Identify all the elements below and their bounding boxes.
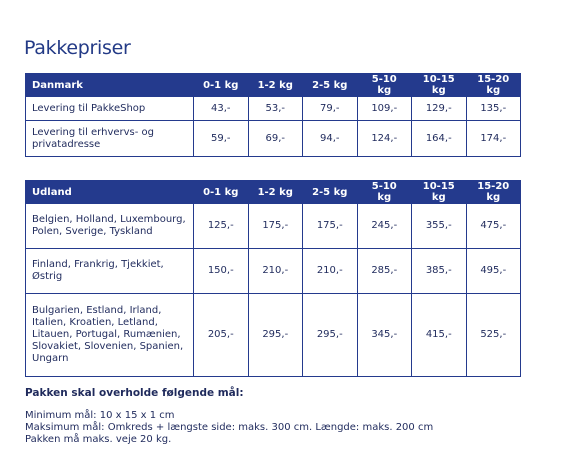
dimensions-line-maximum: Maksimum mål: Omkreds + længste side: ma… xyxy=(25,422,434,433)
price-cell: 295,- xyxy=(302,293,358,377)
price-cell: 175,- xyxy=(247,203,303,249)
price-cell: 285,- xyxy=(356,248,412,294)
header-weight-10-15: 10-15 kg xyxy=(411,180,467,204)
price-cell: 415,- xyxy=(411,293,467,377)
header-region: Udland xyxy=(25,180,194,204)
header-weight-15-20: 15-20 kg xyxy=(465,180,521,204)
price-cell: 125,- xyxy=(193,203,249,249)
price-cell: 175,- xyxy=(302,203,358,249)
dimensions-heading: Pakken skal overholde følgende mål: xyxy=(25,387,244,399)
price-cell: 295,- xyxy=(247,293,303,377)
price-cell: 135,- xyxy=(465,96,521,121)
price-cell: 385,- xyxy=(411,248,467,294)
price-cell: 124,- xyxy=(356,120,412,157)
header-weight-0-1: 0-1 kg xyxy=(193,180,249,204)
row-label: Levering til PakkeShop xyxy=(25,96,194,121)
row-label: Bulgarien, Estland, Irland, Italien, Kro… xyxy=(25,293,194,377)
header-region: Danmark xyxy=(25,73,194,97)
table-row: Bulgarien, Estland, Irland, Italien, Kro… xyxy=(25,293,521,377)
price-cell: 53,- xyxy=(247,96,303,121)
header-weight-0-1: 0-1 kg xyxy=(193,73,249,97)
table-row: Levering til PakkeShop 43,- 53,- 79,- 10… xyxy=(25,96,521,121)
table-row: Belgien, Holland, Luxembourg, Polen, Sve… xyxy=(25,203,521,249)
price-cell: 94,- xyxy=(302,120,358,157)
price-cell: 129,- xyxy=(411,96,467,121)
udland-price-table: Udland 0-1 kg 1-2 kg 2-5 kg 5-10 kg 10-1… xyxy=(25,180,521,377)
table-header-row: Udland 0-1 kg 1-2 kg 2-5 kg 5-10 kg 10-1… xyxy=(25,180,521,204)
dimensions-line-weight: Pakken må maks. veje 20 kg. xyxy=(25,434,172,445)
price-cell: 59,- xyxy=(193,120,249,157)
price-cell: 210,- xyxy=(302,248,358,294)
price-cell: 475,- xyxy=(465,203,521,249)
header-weight-2-5: 2-5 kg xyxy=(302,180,358,204)
header-weight-5-10: 5-10 kg xyxy=(356,73,412,97)
price-cell: 495,- xyxy=(465,248,521,294)
header-weight-10-15: 10-15 kg xyxy=(411,73,467,97)
price-cell: 150,- xyxy=(193,248,249,294)
header-weight-15-20: 15-20 kg xyxy=(465,73,521,97)
header-weight-2-5: 2-5 kg xyxy=(302,73,358,97)
price-cell: 205,- xyxy=(193,293,249,377)
table-header-row: Danmark 0-1 kg 1-2 kg 2-5 kg 5-10 kg 10-… xyxy=(25,73,521,97)
price-cell: 245,- xyxy=(356,203,412,249)
price-cell: 79,- xyxy=(302,96,358,121)
price-cell: 69,- xyxy=(247,120,303,157)
header-weight-1-2: 1-2 kg xyxy=(247,73,303,97)
row-label: Levering til erhvervs- og privatadresse xyxy=(25,120,194,157)
price-cell: 345,- xyxy=(356,293,412,377)
table-row: Finland, Frankrig, Tjekkiet, Østrig 150,… xyxy=(25,248,521,294)
header-weight-5-10: 5-10 kg xyxy=(356,180,412,204)
table-row: Levering til erhvervs- og privatadresse … xyxy=(25,120,521,157)
row-label: Belgien, Holland, Luxembourg, Polen, Sve… xyxy=(25,203,194,249)
danmark-price-table: Danmark 0-1 kg 1-2 kg 2-5 kg 5-10 kg 10-… xyxy=(25,73,521,157)
dimensions-list: Minimum mål: 10 x 15 x 1 cm Maksimum mål… xyxy=(25,410,433,446)
price-cell: 109,- xyxy=(356,96,412,121)
price-cell: 174,- xyxy=(465,120,521,157)
price-cell: 525,- xyxy=(465,293,521,377)
dimensions-line-minimum: Minimum mål: 10 x 15 x 1 cm xyxy=(25,410,175,421)
row-label: Finland, Frankrig, Tjekkiet, Østrig xyxy=(25,248,194,294)
price-cell: 355,- xyxy=(411,203,467,249)
header-weight-1-2: 1-2 kg xyxy=(247,180,303,204)
page-title: Pakkepriser xyxy=(24,37,131,59)
price-cell: 210,- xyxy=(247,248,303,294)
price-cell: 43,- xyxy=(193,96,249,121)
price-cell: 164,- xyxy=(411,120,467,157)
